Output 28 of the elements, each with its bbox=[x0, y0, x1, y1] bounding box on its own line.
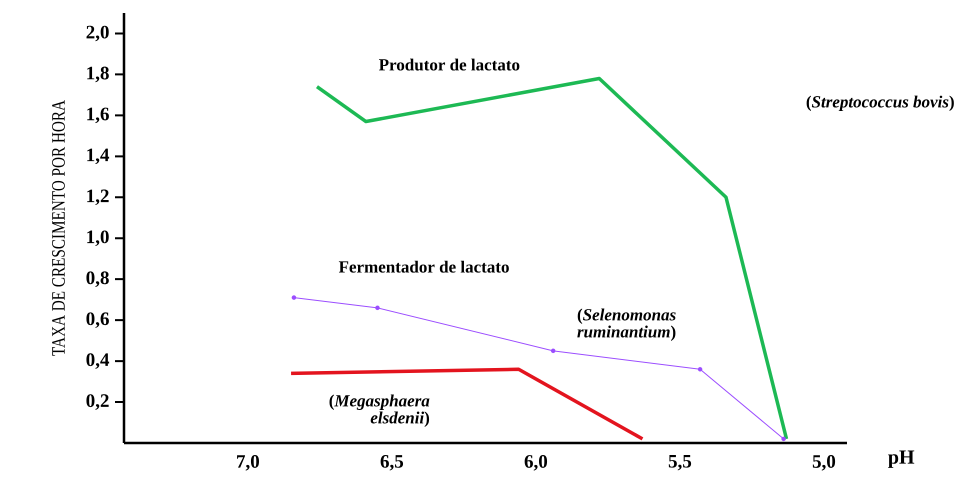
x-tick-label: 6,0 bbox=[524, 455, 548, 471]
annotation: (Selenomonas ruminantium) bbox=[577, 308, 676, 341]
y-tick-label: 0,4 bbox=[86, 353, 110, 369]
line-series bbox=[315, 76, 788, 441]
y-tick-label: 1,0 bbox=[87, 230, 109, 246]
point bbox=[698, 367, 702, 372]
annotation: Produtor de lactato bbox=[378, 58, 520, 71]
y-tick-label: 0,8 bbox=[86, 271, 109, 287]
y-axis-title: TAXA DE CRESCIMENTO POR HORA bbox=[52, 100, 65, 356]
point bbox=[375, 306, 380, 310]
y-tick-label: 1,8 bbox=[87, 66, 109, 82]
point bbox=[550, 348, 556, 354]
x-tick-label: 6,5 bbox=[380, 455, 404, 471]
y-tick-label: 0,2 bbox=[86, 394, 109, 410]
x-tick-label: 5,0 bbox=[812, 455, 836, 471]
y-tick-label: 1,6 bbox=[87, 108, 109, 124]
point bbox=[292, 295, 296, 300]
y-tick-label: 1,2 bbox=[87, 190, 109, 206]
y-tick-label: 0,6 bbox=[86, 312, 109, 328]
x-axis-title: pH bbox=[888, 450, 914, 468]
y-tick-label: 1,4 bbox=[87, 148, 110, 164]
annotation: Fermentador de lactato bbox=[338, 260, 509, 273]
y-tick-label: 2,0 bbox=[86, 26, 109, 42]
annotation: (Streptococcus bovis) bbox=[806, 96, 954, 112]
point bbox=[781, 436, 786, 442]
x-tick-label: 7,0 bbox=[237, 455, 259, 471]
annotation: (Megasphaera elsdenii) bbox=[330, 394, 430, 427]
x-tick-label: 5,5 bbox=[668, 455, 692, 470]
